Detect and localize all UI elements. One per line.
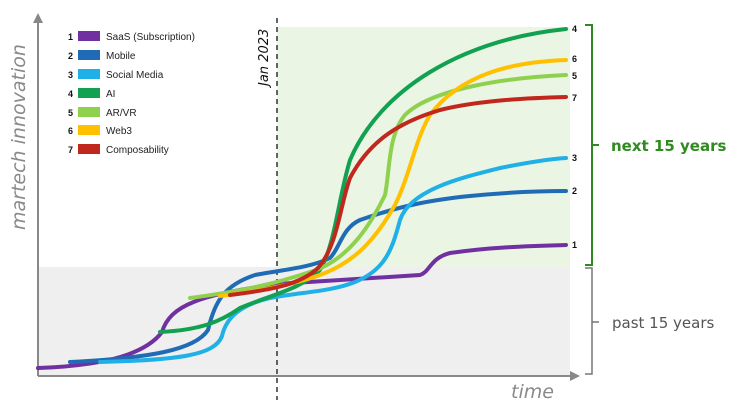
legend-item-social-media: 3 Social Media — [68, 69, 164, 81]
legend-number: 5 — [68, 108, 73, 118]
jan-2023-marker-label: Jan 2023 — [257, 29, 272, 89]
legend-label: Composability — [106, 145, 169, 156]
legend-number: 4 — [68, 89, 73, 99]
x-axis-label: time — [511, 381, 554, 403]
end-number-6: 6 — [572, 54, 577, 64]
next-15-years-bracket — [585, 24, 599, 266]
legend-number: 1 — [68, 32, 73, 42]
legend-label: Social Media — [106, 70, 164, 81]
legend-swatch — [78, 50, 100, 60]
legend-item-arvr: 5 AR/VR — [68, 107, 137, 119]
legend-swatch — [78, 31, 100, 41]
end-number-7: 7 — [572, 93, 577, 103]
end-number-4: 4 — [572, 24, 577, 34]
legend-number: 6 — [68, 126, 73, 136]
x-axis-arrow — [570, 371, 580, 381]
legend-label: Mobile — [106, 51, 136, 62]
curve-composability — [228, 95, 568, 297]
legend-item-ai: 4 AI — [68, 88, 115, 100]
legend-swatch — [78, 125, 100, 135]
past-15-years-bracket — [585, 267, 599, 375]
legend-item-mobile: 2 Mobile — [68, 50, 136, 62]
y-axis-label: martech innovation — [8, 44, 30, 230]
legend-item-web3: 6 Web3 — [68, 125, 132, 137]
end-number-3: 3 — [572, 153, 577, 163]
future-region — [277, 27, 570, 267]
y-axis-arrow — [33, 13, 43, 23]
legend-swatch — [78, 107, 100, 117]
legend-swatch — [78, 69, 100, 79]
legend-label: AI — [106, 89, 115, 100]
legend-item-composability: 7 Composability — [68, 144, 169, 156]
legend-label: SaaS (Subscription) — [106, 32, 195, 43]
legend-swatch — [78, 88, 100, 98]
next-15-years-label: next 15 years — [611, 137, 726, 155]
legend-swatch — [78, 144, 100, 154]
legend-number: 7 — [68, 145, 73, 155]
curve-social — [98, 156, 568, 364]
legend-label: AR/VR — [106, 108, 137, 119]
legend-label: Web3 — [106, 126, 132, 137]
end-number-1: 1 — [572, 240, 577, 250]
curve-mobile — [68, 189, 568, 364]
legend-number: 2 — [68, 51, 73, 61]
past-15-years-label: past 15 years — [612, 314, 714, 332]
end-number-2: 2 — [572, 186, 577, 196]
legend-item-saas: 1 SaaS (Subscription) — [68, 31, 195, 43]
legend-number: 3 — [68, 70, 73, 80]
end-number-5: 5 — [572, 71, 577, 81]
legend: 1 SaaS (Subscription) 2 Mobile 3 Social … — [68, 31, 195, 156]
